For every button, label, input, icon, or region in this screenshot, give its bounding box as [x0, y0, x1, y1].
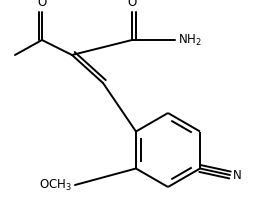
Text: O: O [37, 0, 47, 9]
Text: N: N [233, 169, 242, 182]
Text: NH$_2$: NH$_2$ [178, 32, 202, 48]
Text: OCH$_3$: OCH$_3$ [39, 177, 72, 192]
Text: O: O [127, 0, 137, 9]
